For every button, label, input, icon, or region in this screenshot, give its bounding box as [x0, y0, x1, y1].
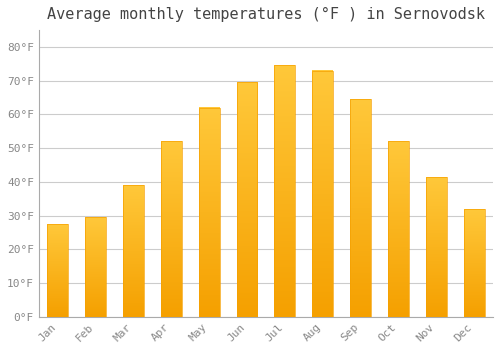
Bar: [464, 209, 484, 317]
Bar: [123, 185, 144, 317]
Bar: [85, 217, 106, 317]
Bar: [274, 65, 295, 317]
Bar: [426, 177, 446, 317]
Bar: [161, 141, 182, 317]
Title: Average monthly temperatures (°F ) in Sernovodsk: Average monthly temperatures (°F ) in Se…: [47, 7, 485, 22]
Bar: [198, 108, 220, 317]
Bar: [388, 141, 409, 317]
Bar: [48, 224, 68, 317]
Bar: [236, 82, 258, 317]
Bar: [312, 71, 333, 317]
Bar: [350, 99, 371, 317]
